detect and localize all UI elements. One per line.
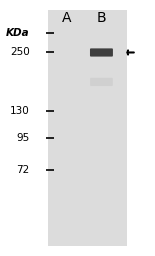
FancyBboxPatch shape [48, 10, 127, 246]
Text: 250: 250 [10, 47, 30, 58]
Text: B: B [97, 11, 106, 25]
Text: A: A [62, 11, 71, 25]
Text: 95: 95 [16, 133, 30, 143]
Text: 130: 130 [10, 106, 30, 116]
FancyBboxPatch shape [90, 78, 113, 86]
FancyBboxPatch shape [90, 48, 113, 57]
Text: 72: 72 [16, 165, 30, 175]
Text: KDa: KDa [6, 28, 30, 38]
